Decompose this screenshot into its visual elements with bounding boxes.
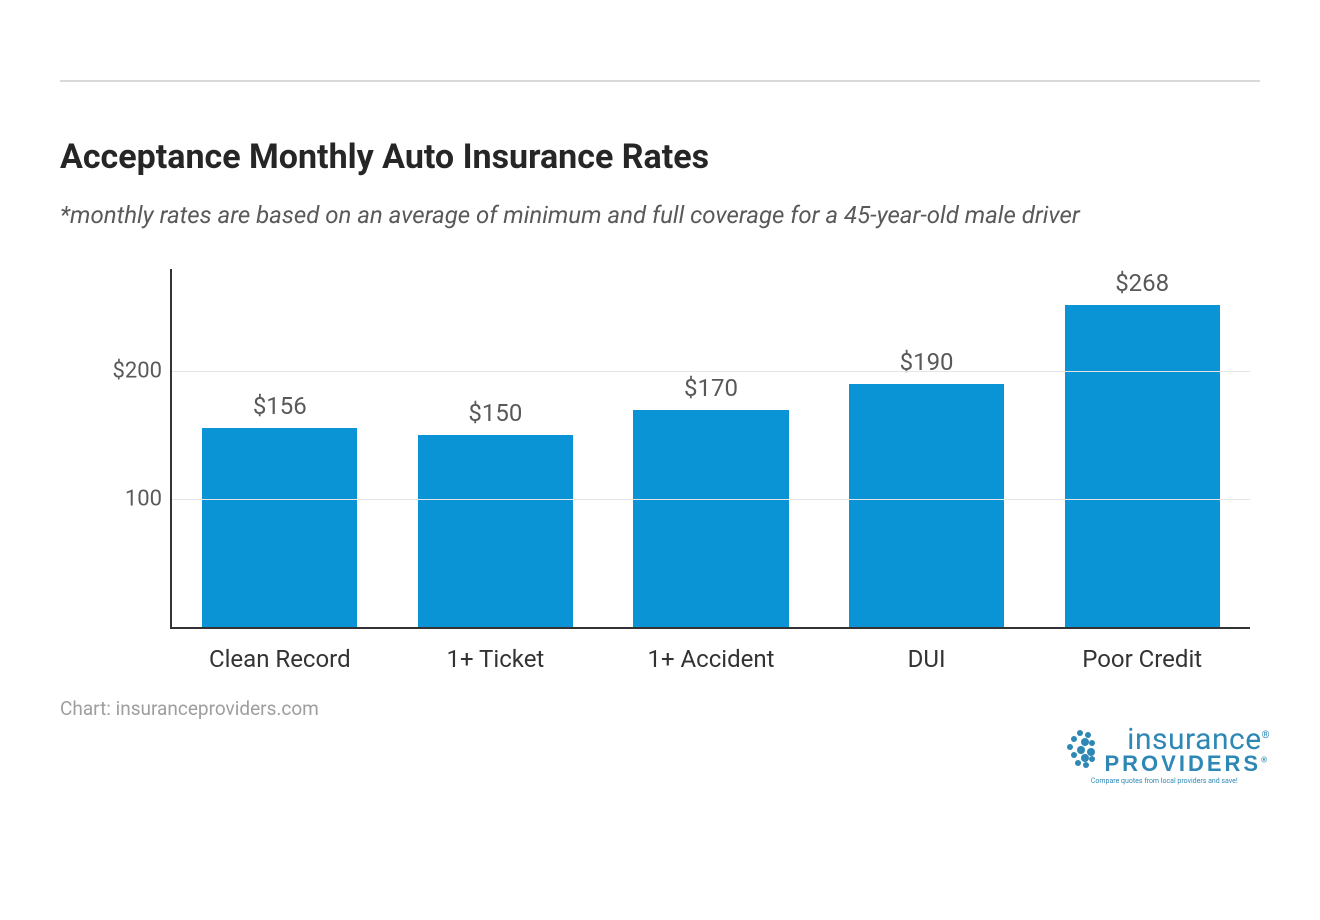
logo-dot xyxy=(1077,730,1083,736)
logo-dot xyxy=(1083,762,1089,768)
x-category-label: Poor Credit xyxy=(1082,645,1202,673)
bar xyxy=(1065,305,1220,627)
y-tick-label: 100 xyxy=(102,487,162,512)
logo-dot xyxy=(1089,756,1095,762)
bar-group: $1701+ Accident xyxy=(603,269,819,627)
chart-plot: $156Clean Record$1501+ Ticket$1701+ Acci… xyxy=(170,269,1250,629)
bar-value-label: $156 xyxy=(253,392,307,420)
logo-text-block: insurance® PROVIDERS® xyxy=(1105,722,1271,777)
logo-tagline: Compare quotes from local providers and … xyxy=(1059,777,1271,785)
bar-value-label: $268 xyxy=(1115,269,1169,297)
x-category-label: Clean Record xyxy=(209,645,351,673)
bar xyxy=(202,428,357,627)
logo-dot xyxy=(1081,738,1089,746)
logo-dot xyxy=(1075,760,1081,766)
logo-dot xyxy=(1071,752,1077,758)
bar xyxy=(633,410,788,627)
bar-group: $268Poor Credit xyxy=(1034,269,1250,627)
bar-group: $190DUI xyxy=(819,269,1035,627)
bar xyxy=(418,435,573,627)
logo-dot xyxy=(1081,754,1089,762)
bar-value-label: $150 xyxy=(468,399,522,427)
logo-dot xyxy=(1085,732,1091,738)
chart-area: $156Clean Record$1501+ Ticket$1701+ Acci… xyxy=(60,249,1260,689)
logo-mark-icon xyxy=(1059,728,1099,772)
chart-credit: Chart: insuranceproviders.com xyxy=(60,697,319,720)
logo-dot xyxy=(1077,746,1085,754)
bar xyxy=(849,384,1004,627)
gridline xyxy=(172,499,1250,500)
logo-text-line2: PROVIDERS® xyxy=(1105,751,1271,777)
logo: insurance® PROVIDERS® Compare quotes fro… xyxy=(1059,722,1271,785)
bar-group: $1501+ Ticket xyxy=(388,269,604,627)
x-category-label: 1+ Accident xyxy=(647,645,774,673)
x-category-label: 1+ Ticket xyxy=(446,645,544,673)
chart-title: Acceptance Monthly Auto Insurance Rates xyxy=(60,137,1260,177)
logo-row: insurance® PROVIDERS® xyxy=(1059,722,1271,777)
top-rule xyxy=(60,80,1260,82)
chart-bars: $156Clean Record$1501+ Ticket$1701+ Acci… xyxy=(172,269,1250,627)
gridline xyxy=(172,371,1250,372)
chart-subtitle: *monthly rates are based on an average o… xyxy=(60,201,1260,229)
x-category-label: DUI xyxy=(908,645,946,673)
y-tick-label: $200 xyxy=(102,359,162,384)
bar-group: $156Clean Record xyxy=(172,269,388,627)
logo-dot xyxy=(1067,744,1073,750)
logo-dot xyxy=(1071,736,1077,742)
bar-value-label: $170 xyxy=(684,374,738,402)
logo-dot xyxy=(1089,740,1095,746)
chart-container: Acceptance Monthly Auto Insurance Rates … xyxy=(0,0,1320,920)
